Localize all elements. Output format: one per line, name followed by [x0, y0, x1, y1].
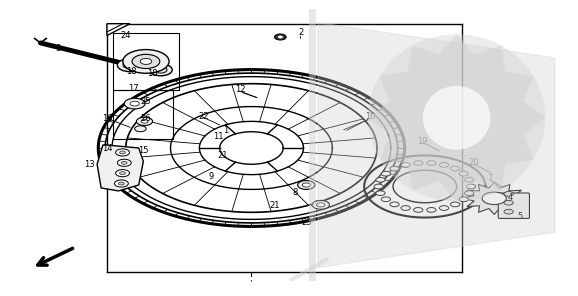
Circle shape	[123, 49, 169, 73]
Text: 10: 10	[365, 112, 375, 121]
Bar	[113, 33, 179, 90]
Polygon shape	[97, 145, 143, 191]
Text: 4: 4	[507, 193, 513, 202]
Circle shape	[381, 171, 391, 176]
Circle shape	[120, 172, 125, 175]
Bar	[113, 90, 173, 139]
Circle shape	[298, 181, 315, 189]
Circle shape	[120, 151, 125, 154]
Circle shape	[459, 197, 468, 202]
Circle shape	[465, 191, 474, 196]
Circle shape	[450, 166, 460, 171]
Circle shape	[504, 209, 513, 214]
Text: 5: 5	[517, 212, 523, 221]
Polygon shape	[318, 22, 555, 268]
FancyBboxPatch shape	[498, 193, 529, 218]
Circle shape	[130, 101, 139, 106]
Circle shape	[141, 120, 148, 123]
Text: 13: 13	[84, 160, 94, 169]
Circle shape	[414, 207, 423, 212]
Circle shape	[504, 200, 513, 205]
Text: 20: 20	[469, 158, 479, 167]
Circle shape	[390, 166, 399, 171]
Circle shape	[142, 65, 153, 70]
Text: 16: 16	[102, 114, 112, 123]
Circle shape	[368, 34, 545, 201]
Text: 3: 3	[55, 44, 61, 53]
Text: 21: 21	[269, 201, 280, 210]
Circle shape	[121, 161, 127, 164]
Circle shape	[132, 54, 160, 69]
Circle shape	[136, 117, 153, 126]
Polygon shape	[462, 182, 526, 215]
Text: 12: 12	[235, 85, 245, 94]
Circle shape	[317, 203, 325, 207]
Text: 9: 9	[208, 172, 214, 181]
Text: 15: 15	[138, 147, 149, 155]
Text: 23: 23	[301, 218, 312, 227]
Circle shape	[401, 163, 410, 167]
Text: 18: 18	[147, 69, 158, 78]
Text: 17: 17	[128, 84, 138, 93]
Circle shape	[376, 191, 385, 196]
Text: 25: 25	[140, 97, 151, 106]
Text: 18: 18	[127, 67, 137, 76]
Circle shape	[376, 177, 385, 182]
Text: 26: 26	[140, 115, 151, 123]
Text: 11: 11	[213, 132, 224, 141]
Text: 8: 8	[292, 189, 298, 197]
Circle shape	[423, 86, 490, 150]
Circle shape	[450, 202, 460, 207]
Text: 21: 21	[217, 151, 228, 160]
Circle shape	[427, 207, 436, 212]
Circle shape	[138, 63, 157, 72]
Text: 1: 1	[223, 126, 228, 135]
Circle shape	[278, 36, 283, 38]
Text: 22: 22	[198, 112, 209, 121]
Circle shape	[117, 59, 143, 72]
Circle shape	[414, 161, 423, 165]
Circle shape	[116, 149, 129, 156]
Circle shape	[154, 67, 167, 73]
Circle shape	[439, 206, 449, 210]
Circle shape	[123, 62, 137, 69]
Polygon shape	[368, 34, 545, 201]
Circle shape	[140, 59, 152, 65]
Circle shape	[504, 192, 513, 196]
Circle shape	[381, 197, 391, 202]
Text: 7: 7	[487, 174, 493, 183]
Circle shape	[114, 180, 128, 187]
Circle shape	[149, 64, 172, 76]
Circle shape	[117, 159, 131, 166]
Circle shape	[275, 34, 286, 40]
Text: 19: 19	[417, 137, 427, 146]
Circle shape	[439, 163, 449, 167]
Circle shape	[118, 182, 124, 185]
Circle shape	[466, 184, 476, 189]
Circle shape	[427, 161, 436, 165]
Circle shape	[135, 126, 146, 132]
Circle shape	[116, 170, 129, 177]
Text: 14: 14	[102, 144, 113, 153]
Text: 2: 2	[298, 28, 303, 37]
Circle shape	[465, 177, 474, 182]
Circle shape	[401, 206, 410, 210]
Text: 24: 24	[121, 31, 131, 40]
Circle shape	[482, 192, 506, 205]
Polygon shape	[107, 24, 130, 36]
Circle shape	[390, 202, 399, 207]
Circle shape	[302, 183, 310, 187]
Circle shape	[312, 200, 329, 209]
Circle shape	[374, 184, 383, 189]
Circle shape	[124, 98, 145, 109]
Circle shape	[459, 171, 468, 176]
